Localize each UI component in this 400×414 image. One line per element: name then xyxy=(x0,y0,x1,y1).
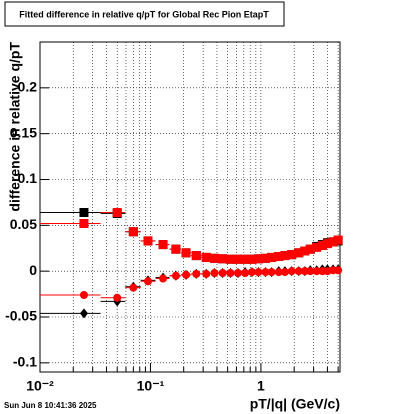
square-marker xyxy=(312,242,322,252)
y-tick-label: -0.05 xyxy=(5,308,37,324)
square-marker xyxy=(294,248,304,258)
circle-marker xyxy=(312,267,321,276)
y-tick-label: 0.05 xyxy=(10,216,37,232)
circle-marker xyxy=(129,283,138,292)
square-marker xyxy=(79,208,89,217)
x-tick-label: 1 xyxy=(257,378,265,394)
square-marker xyxy=(112,208,122,217)
square-marker xyxy=(218,254,228,264)
y-tick-label: 0.2 xyxy=(18,79,38,95)
y-tick-label: 0.1 xyxy=(18,170,38,186)
diamond-marker xyxy=(79,308,88,319)
circle-marker xyxy=(192,269,201,278)
square-marker xyxy=(333,235,343,245)
square-marker xyxy=(191,251,201,261)
square-marker xyxy=(209,253,219,263)
circle-marker xyxy=(79,291,88,299)
circle-marker xyxy=(202,269,211,278)
square-marker xyxy=(181,248,191,258)
square-marker xyxy=(79,219,89,228)
y-tick-label: 0 xyxy=(29,262,37,278)
square-marker xyxy=(322,239,332,249)
circle-marker xyxy=(274,268,283,277)
circle-marker xyxy=(143,277,152,286)
square-marker xyxy=(328,237,338,247)
y-axis-label: difference in relative q/pT xyxy=(7,42,23,212)
square-marker xyxy=(240,254,250,264)
square-marker xyxy=(247,254,257,264)
circle-marker xyxy=(247,268,256,277)
circle-marker xyxy=(280,268,289,277)
square-marker xyxy=(300,246,310,256)
x-tick-label: 10⁻¹ xyxy=(137,378,165,394)
square-marker xyxy=(158,240,168,250)
chart-title: Fitted difference in relative q/pT for G… xyxy=(19,9,269,19)
circle-marker xyxy=(306,267,315,276)
circle-marker xyxy=(182,270,191,279)
circle-marker xyxy=(254,268,263,277)
circle-marker xyxy=(267,268,276,277)
square-marker xyxy=(317,241,327,250)
x-tick-label: 10⁻² xyxy=(26,378,54,394)
square-marker xyxy=(225,254,235,264)
y-tick-label: 0.15 xyxy=(10,124,37,140)
square-marker xyxy=(128,227,138,237)
circle-marker xyxy=(159,274,168,283)
square-marker xyxy=(143,236,153,246)
square-marker xyxy=(233,254,243,264)
circle-marker xyxy=(113,293,122,302)
title-box xyxy=(4,1,285,27)
circle-marker xyxy=(233,269,242,277)
y-tick-label: -0.1 xyxy=(13,354,37,370)
square-marker xyxy=(171,244,181,254)
plot-frame xyxy=(39,41,341,373)
circle-marker xyxy=(261,268,270,277)
timestamp: Sun Jun 8 10:41:36 2025 xyxy=(4,401,97,410)
square-marker xyxy=(287,250,297,260)
circle-marker xyxy=(241,269,250,277)
circle-marker xyxy=(210,269,219,277)
circle-marker xyxy=(287,267,296,276)
square-marker xyxy=(274,252,284,261)
square-marker xyxy=(267,252,277,262)
square-marker xyxy=(253,254,263,264)
square-marker xyxy=(260,253,270,263)
circle-marker xyxy=(226,269,235,277)
square-marker xyxy=(280,251,290,261)
circle-marker xyxy=(218,269,227,277)
circle-marker xyxy=(294,267,303,276)
square-marker xyxy=(201,252,211,262)
square-marker xyxy=(305,244,315,254)
x-axis-label: pT/|q| (GeV/c) xyxy=(250,396,340,412)
circle-marker xyxy=(334,266,343,275)
circle-marker xyxy=(171,271,180,280)
